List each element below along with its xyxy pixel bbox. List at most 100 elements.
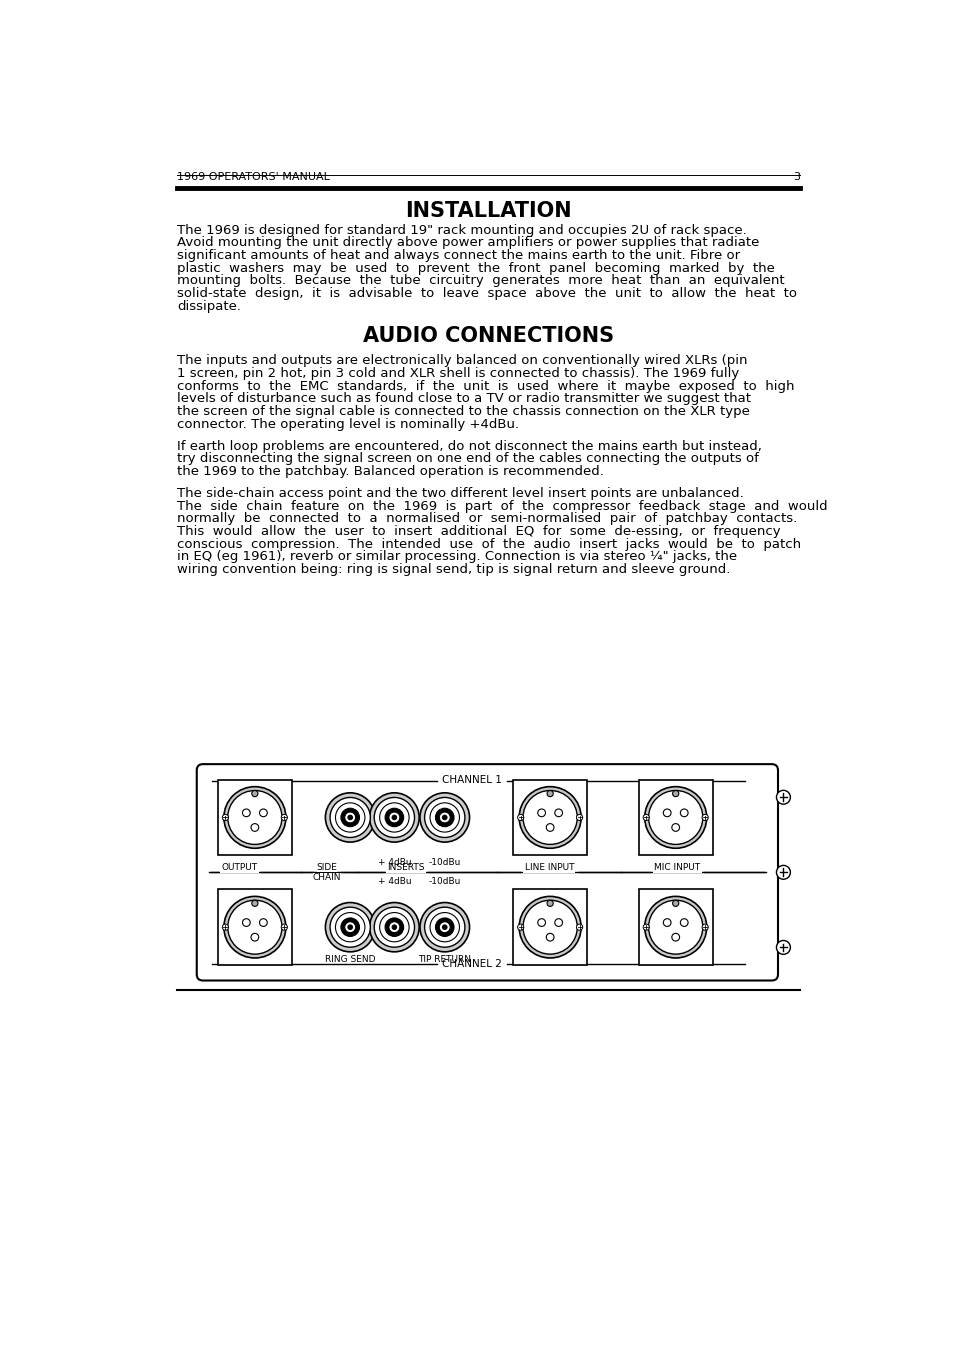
Circle shape	[228, 791, 282, 844]
Circle shape	[330, 798, 370, 837]
Circle shape	[701, 925, 707, 930]
Text: the 1969 to the patchbay. Balanced operation is recommended.: the 1969 to the patchbay. Balanced opera…	[177, 464, 603, 478]
Circle shape	[224, 896, 286, 958]
Bar	[639, 890, 712, 965]
Text: RING SEND: RING SEND	[325, 954, 375, 964]
Circle shape	[259, 919, 267, 926]
Circle shape	[424, 798, 464, 837]
Text: If earth loop problems are encountered, do not disconnect the mains earth but in: If earth loop problems are encountered, …	[177, 440, 761, 452]
Bar	[639, 780, 712, 855]
Circle shape	[281, 925, 287, 930]
Circle shape	[344, 922, 355, 933]
Circle shape	[222, 925, 229, 930]
Text: CHANNEL 2: CHANNEL 2	[441, 960, 501, 969]
Bar	[218, 780, 292, 855]
Text: levels of disturbance such as found close to a TV or radio transmitter we sugges: levels of disturbance such as found clos…	[177, 393, 751, 405]
Circle shape	[537, 809, 545, 817]
Circle shape	[776, 790, 790, 805]
Text: normally  be  connected  to  a  normalised  or  semi-normalised  pair  of  patch: normally be connected to a normalised or…	[177, 513, 797, 525]
Text: The inputs and outputs are electronically balanced on conventionally wired XLRs : The inputs and outputs are electronicall…	[177, 354, 747, 367]
Circle shape	[648, 900, 702, 954]
Circle shape	[251, 824, 258, 832]
Circle shape	[348, 925, 353, 930]
Circle shape	[335, 913, 365, 942]
Circle shape	[340, 918, 359, 937]
Circle shape	[379, 803, 409, 832]
Circle shape	[576, 925, 582, 930]
Circle shape	[344, 813, 355, 823]
Text: CHANNEL 1: CHANNEL 1	[441, 775, 501, 786]
Text: 1 screen, pin 2 hot, pin 3 cold and XLR shell is connected to chassis). The 1969: 1 screen, pin 2 hot, pin 3 cold and XLR …	[177, 367, 739, 379]
Circle shape	[576, 814, 582, 821]
Text: 1969 OPERATORS' MANUAL: 1969 OPERATORS' MANUAL	[177, 171, 330, 182]
Text: Avoid mounting the unit directly above power amplifiers or power supplies that r: Avoid mounting the unit directly above p…	[177, 236, 759, 250]
Text: INSERTS: INSERTS	[387, 863, 424, 872]
Circle shape	[430, 803, 459, 832]
Circle shape	[330, 907, 370, 948]
Circle shape	[392, 925, 396, 930]
Text: This  would  allow  the  user  to  insert  additional  EQ  for  some  de-essing,: This would allow the user to insert addi…	[177, 525, 781, 539]
Circle shape	[419, 903, 469, 952]
Circle shape	[430, 913, 459, 942]
Text: conscious  compression.  The  intended  use  of  the  audio  insert  jacks  woul: conscious compression. The intended use …	[177, 537, 801, 551]
Circle shape	[662, 919, 670, 926]
Text: + 4dBu: + 4dBu	[377, 859, 411, 868]
Text: plastic  washers  may  be  used  to  prevent  the  front  panel  becoming  marke: plastic washers may be used to prevent t…	[177, 262, 775, 274]
Text: OUTPUT: OUTPUT	[221, 863, 257, 872]
FancyBboxPatch shape	[196, 764, 778, 980]
Text: wiring convention being: ring is signal send, tip is signal return and sleeve gr: wiring convention being: ring is signal …	[177, 563, 730, 576]
Circle shape	[672, 791, 679, 796]
Circle shape	[281, 814, 287, 821]
Bar	[218, 890, 292, 965]
Circle shape	[442, 815, 447, 819]
Circle shape	[546, 933, 554, 941]
Bar	[513, 780, 586, 855]
Text: + 4dBu: + 4dBu	[377, 878, 411, 886]
Text: SIDE: SIDE	[316, 863, 337, 872]
Circle shape	[442, 925, 447, 930]
Circle shape	[672, 900, 679, 906]
Circle shape	[518, 896, 580, 958]
Circle shape	[517, 814, 523, 821]
Circle shape	[546, 824, 554, 832]
Circle shape	[325, 903, 375, 952]
Text: AUDIO CONNECTIONS: AUDIO CONNECTIONS	[363, 327, 614, 347]
Text: TIP RETURN: TIP RETURN	[417, 954, 471, 964]
Circle shape	[644, 787, 706, 848]
Circle shape	[439, 813, 450, 823]
Circle shape	[662, 809, 670, 817]
Circle shape	[424, 907, 464, 948]
Circle shape	[389, 813, 399, 823]
Text: CHAIN: CHAIN	[313, 873, 341, 882]
Text: LINE INPUT: LINE INPUT	[524, 863, 574, 872]
Circle shape	[546, 900, 553, 906]
Circle shape	[389, 922, 399, 933]
Circle shape	[228, 900, 282, 954]
Circle shape	[385, 809, 403, 826]
Circle shape	[671, 824, 679, 832]
Text: -10dBu: -10dBu	[428, 878, 460, 886]
Circle shape	[224, 787, 286, 848]
Circle shape	[679, 809, 687, 817]
Circle shape	[648, 791, 702, 844]
Text: try disconnecting the signal screen on one end of the cables connecting the outp: try disconnecting the signal screen on o…	[177, 452, 759, 466]
Circle shape	[555, 919, 562, 926]
Circle shape	[435, 918, 454, 937]
Circle shape	[419, 792, 469, 842]
Circle shape	[537, 919, 545, 926]
Text: conforms  to  the  EMC  standards,  if  the  unit  is  used  where  it  maybe  e: conforms to the EMC standards, if the un…	[177, 379, 794, 393]
Circle shape	[642, 925, 649, 930]
Circle shape	[522, 900, 577, 954]
Text: the screen of the signal cable is connected to the chassis connection on the XLR: the screen of the signal cable is connec…	[177, 405, 749, 418]
Circle shape	[671, 933, 679, 941]
Circle shape	[325, 792, 375, 842]
Circle shape	[439, 922, 450, 933]
Circle shape	[252, 791, 257, 796]
Circle shape	[242, 919, 250, 926]
Text: The 1969 is designed for standard 19" rack mounting and occupies 2U of rack spac: The 1969 is designed for standard 19" ra…	[177, 224, 746, 236]
Circle shape	[392, 815, 396, 819]
Bar	[513, 890, 586, 965]
Circle shape	[251, 933, 258, 941]
Circle shape	[259, 809, 267, 817]
Circle shape	[435, 809, 454, 826]
